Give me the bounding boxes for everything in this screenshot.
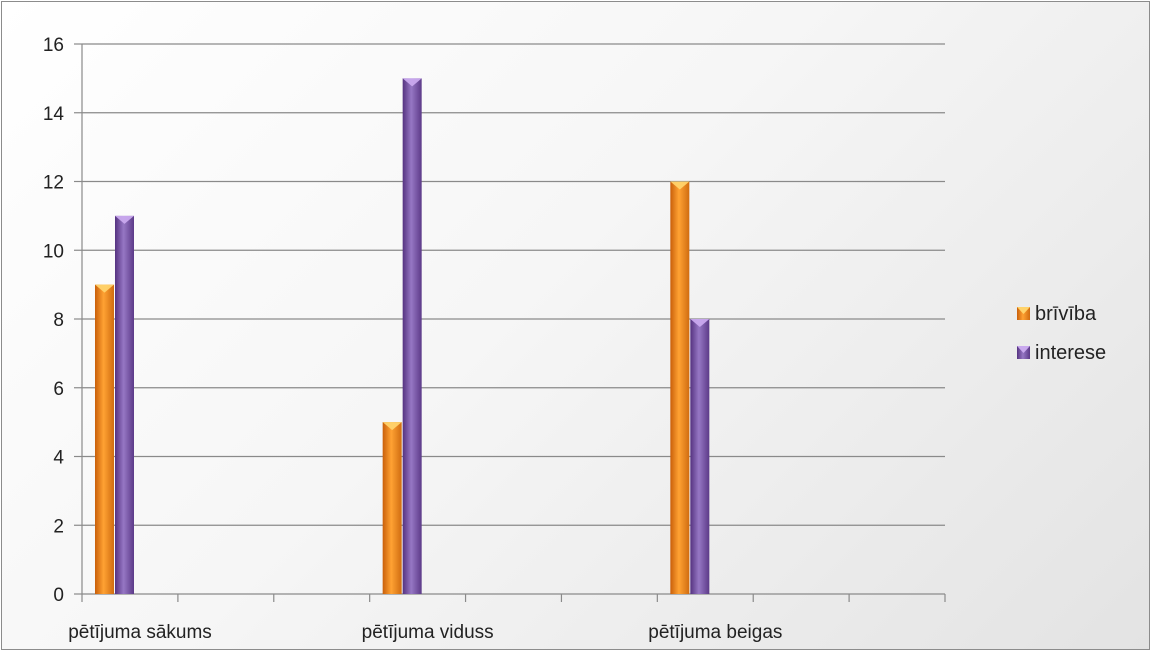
category-label: pētījuma beigas <box>648 622 782 643</box>
bars <box>95 78 710 594</box>
legend-label-interese: interese <box>1035 342 1106 364</box>
y-tick-label: 16 <box>43 35 64 56</box>
y-tick-label: 10 <box>43 241 64 262</box>
axes <box>74 43 946 602</box>
bar-brīvība <box>382 422 402 594</box>
bar-brīvība <box>95 284 114 594</box>
bar-cap <box>382 422 402 431</box>
axis-labels: 0 2 4 6 8 10 12 14 16 pētījuma sākums pētījuma vid… <box>43 35 783 643</box>
bar-interese <box>115 215 134 594</box>
bar-cap <box>690 319 710 327</box>
bar-cap <box>95 284 114 293</box>
y-tick-label: 0 <box>53 585 64 606</box>
y-tick-label: 6 <box>53 379 64 400</box>
bar-interese <box>402 78 422 594</box>
legend-swatch-cap <box>1017 346 1030 353</box>
bar-cap <box>402 78 422 87</box>
bar-cap <box>115 215 134 224</box>
bar-interese <box>690 319 710 594</box>
gridlines <box>82 43 945 526</box>
legend-swatch-cap <box>1017 307 1030 314</box>
category-label: pētījuma sākums <box>68 622 212 643</box>
y-tick-label: 12 <box>43 173 64 194</box>
y-tick-label: 2 <box>53 516 64 537</box>
y-tick-label: 14 <box>43 104 65 125</box>
bar-cap <box>670 181 690 190</box>
legend-label-brīvība: brīvība <box>1035 303 1097 325</box>
y-tick-label: 8 <box>53 310 64 331</box>
bar-brīvība <box>670 181 690 594</box>
legend: brīvība interese <box>1017 303 1106 364</box>
y-tick-label: 4 <box>53 448 64 469</box>
category-label: pētījuma viduss <box>362 622 494 643</box>
